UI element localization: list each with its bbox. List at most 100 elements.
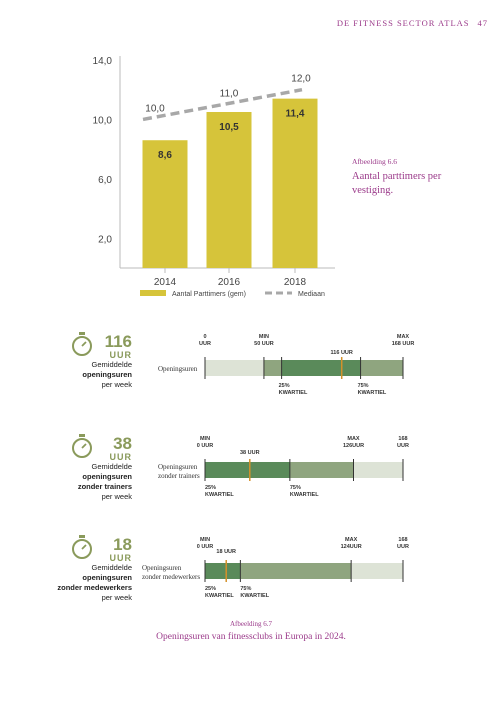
- stopwatch-icon-hand: [81, 443, 87, 449]
- stat-unit: UUR: [109, 350, 132, 360]
- stat-block: 38 UUR Gemiddelde openingsuren zonder traine…: [40, 434, 132, 502]
- median-value-label: 12,0: [291, 74, 311, 85]
- stat-value: 38: [113, 434, 132, 453]
- x-tick-label: 2018: [284, 277, 307, 288]
- stat-description-line: openingsuren: [82, 472, 132, 481]
- stat-description-line: Gemiddelde: [91, 563, 132, 572]
- stat-number-row: 116: [40, 332, 132, 351]
- max-label: MAX: [345, 537, 358, 543]
- range-bar-min-max: [205, 563, 352, 579]
- figure-6-label: Afbeelding 6.6: [352, 157, 397, 166]
- stopwatch-icon-button: [79, 535, 85, 538]
- average-label: 18 UUR: [216, 549, 236, 555]
- stopwatch-icon: [72, 438, 92, 458]
- row-label: Openingsuren: [158, 463, 198, 471]
- stat-block: 116 UUR Gemiddelde openingsuren per week: [40, 332, 132, 390]
- max-label: 126UUR: [343, 443, 364, 449]
- scale-end-label: UUR: [397, 544, 409, 550]
- figure-6-caption: Afbeelding 6.6 Aantal parttimers per ves…: [352, 157, 472, 198]
- q3-label: 75%: [290, 485, 301, 491]
- row-label: zonder trainers: [158, 472, 200, 480]
- min-label: MIN: [200, 537, 210, 543]
- max-label: MAX: [397, 334, 410, 340]
- stat-description-line: per week: [101, 593, 132, 602]
- q3-label: 75%: [358, 383, 369, 389]
- stopwatch-icon-hand: [81, 341, 87, 347]
- q1-label: 25%: [205, 586, 216, 592]
- min-label: 0 UUR: [197, 443, 214, 449]
- q3-label: KWARTIEL: [240, 593, 269, 599]
- x-tick-label: 2016: [218, 277, 241, 288]
- legend-bar-label: Aantal Parttimers (gem): [172, 291, 246, 298]
- y-tick-label: 10,0: [93, 115, 113, 126]
- q1-label: KWARTIEL: [279, 390, 308, 396]
- average-label: 116 UUR: [331, 350, 353, 356]
- stat-description-line: openingsuren: [82, 573, 132, 582]
- min-label: 0: [203, 334, 206, 340]
- page-number: 47: [477, 18, 488, 28]
- row-label: Openingsuren: [158, 365, 198, 373]
- q1-label: KWARTIEL: [205, 593, 234, 599]
- min-label: 0 UUR: [197, 544, 214, 550]
- row-label: Openingsuren: [142, 564, 182, 572]
- x-tick-label: 2014: [154, 277, 177, 288]
- row-label: zonder medewerkers: [142, 573, 200, 581]
- stat-block: 18 UUR Gemiddelde openingsuren zonder medewe…: [40, 535, 132, 603]
- y-tick-label: 14,0: [93, 56, 113, 67]
- median-value-label: 11,0: [220, 89, 239, 100]
- range-bar-interquartile: [281, 360, 361, 376]
- range-bar-interquartile: [205, 563, 241, 579]
- figure-7-caption: Afbeelding 6.7 Openingsuren van fitnessc…: [0, 620, 502, 642]
- stopwatch-icon: [72, 539, 92, 559]
- q1-label: 25%: [205, 485, 216, 491]
- stat-value: 18: [113, 535, 132, 554]
- figure-7-title: Openingsuren van fitnessclubs in Europa …: [156, 632, 346, 642]
- stopwatch-icon-button: [79, 332, 85, 335]
- average-label: 38 UUR: [240, 450, 260, 456]
- stopwatch-icon-hand: [81, 544, 87, 550]
- y-tick-label: 6,0: [98, 175, 112, 186]
- stat-description-line: per week: [101, 380, 132, 389]
- stat-description-line: Gemiddelde: [91, 462, 132, 471]
- stopwatch-icon: [72, 336, 92, 356]
- stat-description-line: openingsuren: [82, 370, 132, 379]
- stat-value: 116: [104, 332, 132, 351]
- scale-end-label: 168: [398, 537, 407, 543]
- stopwatch-icon-button: [79, 434, 85, 437]
- page-header: DE FITNESS SECTOR ATLAS 47: [337, 18, 488, 28]
- bar-value-label: 10,5: [219, 122, 239, 133]
- stat-description-line: zonder trainers: [77, 482, 132, 491]
- stat-number-row: 18: [40, 535, 132, 554]
- scale-end-label: UUR: [397, 443, 409, 449]
- q1-label: 25%: [279, 383, 290, 389]
- stat-number-row: 38: [40, 434, 132, 453]
- bar-value-label: 8,6: [158, 150, 172, 161]
- stat-description-line: zonder medewerkers: [57, 583, 132, 592]
- stat-description-line: Gemiddelde: [91, 360, 132, 369]
- max-label: 124UUR: [341, 544, 362, 550]
- figure-6-title: Aantal parttimers per vestiging.: [352, 171, 442, 196]
- bar-2014: [142, 140, 188, 268]
- range-bar-interquartile: [205, 462, 290, 478]
- q3-label: 75%: [240, 586, 251, 592]
- figure-7-label: Afbeelding 6.7: [230, 620, 272, 628]
- median-line: [142, 87, 303, 122]
- q3-label: KWARTIEL: [358, 390, 387, 396]
- max-label: MAX: [347, 436, 360, 442]
- stat-unit: UUR: [109, 452, 132, 462]
- bar-2016: [206, 112, 252, 268]
- stat-description-line: per week: [101, 492, 132, 501]
- min-label: UUR: [199, 341, 211, 347]
- parttimers-chart: 2,0 6,0 10,0 14,0 8,6 2014 10,5 2016 11,4 2018 10,…: [93, 56, 335, 298]
- min-label: MIN: [200, 436, 210, 442]
- stat-unit: UUR: [109, 553, 132, 563]
- q1-label: KWARTIEL: [205, 492, 234, 498]
- legend-median-label: Mediaan: [298, 291, 325, 298]
- legend-bar-swatch: [140, 290, 166, 296]
- median-value-label: 10,0: [145, 103, 165, 114]
- min-value-label: 50 UUR: [254, 341, 274, 347]
- scale-end-label: 168: [398, 436, 407, 442]
- header-title: DE FITNESS SECTOR ATLAS: [336, 18, 470, 28]
- max-label: 168 UUR: [392, 341, 415, 347]
